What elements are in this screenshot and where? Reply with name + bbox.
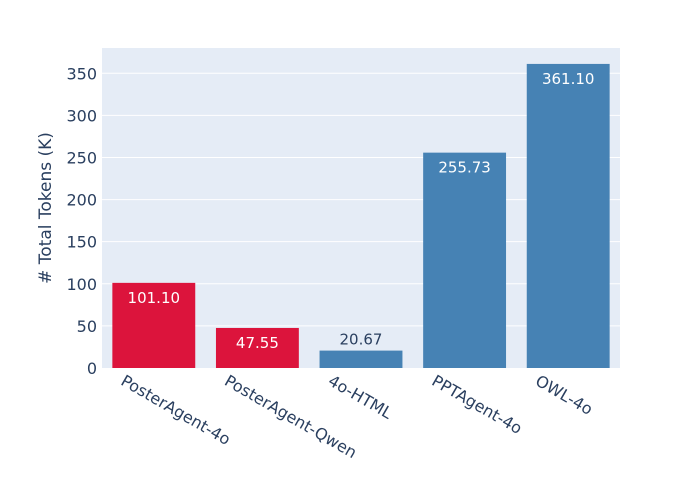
bar-4o-html: [319, 350, 403, 368]
y-tick-labels: 0 50 100 150 200 250 300 350: [66, 64, 97, 378]
y-tick-label: 100: [66, 275, 97, 294]
x-tick-label: PosterAgent-4o: [118, 371, 234, 449]
x-tick-label: 4o-HTML: [325, 371, 396, 423]
bar-posteragent-4o: [112, 282, 196, 368]
y-tick-label: 350: [66, 64, 97, 83]
bar-value-label: 361.10: [542, 70, 595, 88]
x-tick-label: PPTAgent-4o: [429, 371, 526, 438]
bar-value-labels: 101.10 47.55 20.67 255.73 361.10: [128, 70, 595, 352]
y-tick-label: 50: [77, 317, 97, 336]
bar-owl-4o: [526, 63, 610, 368]
y-tick-label: 250: [66, 148, 97, 167]
bar-value-label: 101.10: [128, 289, 181, 307]
y-axis-title: # Total Tokens (K): [36, 132, 56, 284]
y-tick-label: 300: [66, 106, 97, 125]
bar-value-label: 47.55: [236, 334, 279, 352]
y-tick-label: 200: [66, 191, 97, 210]
bar-pptagent-4o: [423, 152, 507, 368]
x-tick-label: OWL-4o: [532, 371, 596, 419]
bar-posteragent-qwen: [215, 327, 299, 368]
bar-value-label: 20.67: [340, 331, 383, 349]
y-tick-label: 150: [66, 233, 97, 252]
y-tick-label: 0: [87, 359, 97, 378]
bar-value-label: 255.73: [438, 159, 491, 177]
bars: [112, 63, 610, 368]
